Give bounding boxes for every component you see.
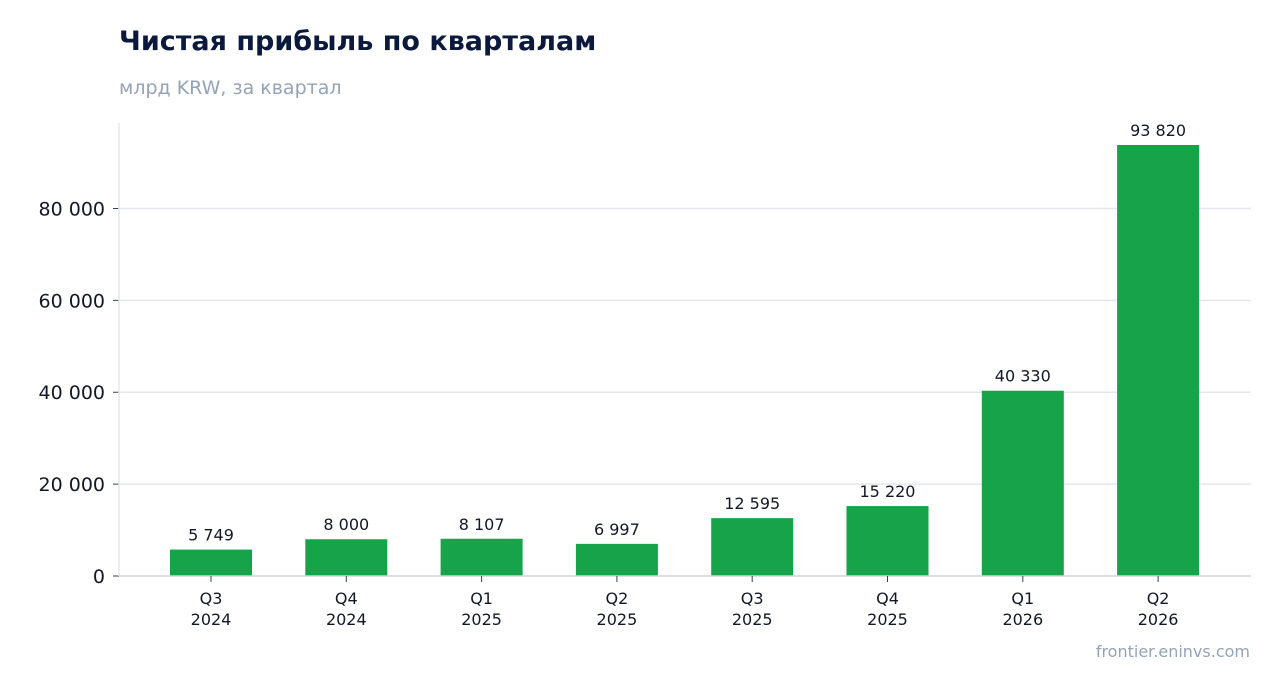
- source-credit[interactable]: frontier.eninvs.com: [1095, 642, 1250, 661]
- data-label: 6 997: [594, 520, 640, 539]
- y-tick-label: 80 000: [39, 198, 105, 220]
- data-label: 93 820: [1130, 121, 1186, 140]
- axes: [113, 123, 1251, 582]
- x-tick-label-year: 2025: [867, 610, 908, 629]
- x-tick-label-quarter: Q3: [200, 589, 223, 608]
- data-label: 8 107: [459, 515, 505, 534]
- data-label: 8 000: [323, 515, 369, 534]
- y-tick-label: 40 000: [39, 382, 105, 404]
- bar: [711, 518, 794, 576]
- bar: [981, 390, 1064, 576]
- data-label: 12 595: [724, 494, 780, 513]
- bar: [846, 506, 929, 576]
- x-tick-label-quarter: Q1: [470, 589, 493, 608]
- x-tick-label-year: 2026: [1002, 610, 1043, 629]
- data-label: 15 220: [860, 482, 916, 501]
- data-label: 5 749: [188, 526, 234, 545]
- bars: [170, 145, 1200, 576]
- x-tick-label-year: 2024: [326, 610, 367, 629]
- gridlines: [119, 207, 1251, 485]
- chart-title: Чистая прибыль по кварталам: [119, 26, 597, 57]
- chart-subtitle: млрд KRW, за квартал: [119, 77, 342, 99]
- x-tick-label-quarter: Q1: [1011, 589, 1034, 608]
- bar: [305, 539, 388, 576]
- bar: [440, 538, 523, 576]
- labels: 0 20 000 40 000 60 000 80 000 5 749 Q3 2024 8 00…: [39, 121, 1187, 629]
- data-label: 40 330: [995, 367, 1051, 386]
- x-tick-label-quarter: Q2: [606, 589, 629, 608]
- bar: [170, 549, 252, 576]
- x-tick-label-year: 2025: [461, 610, 502, 629]
- x-tick-label-quarter: Q2: [1147, 589, 1170, 608]
- bar: [575, 543, 658, 576]
- x-tick-label-quarter: Q4: [876, 589, 899, 608]
- y-tick-label: 0: [93, 566, 105, 588]
- x-tick-label-year: 2024: [191, 610, 232, 629]
- y-tick-label: 60 000: [39, 290, 105, 312]
- bar: [1117, 145, 1200, 576]
- y-tick-label: 20 000: [39, 474, 105, 496]
- x-tick-label-quarter: Q3: [741, 589, 764, 608]
- x-tick-label-year: 2026: [1138, 610, 1179, 629]
- x-tick-label-year: 2025: [597, 610, 638, 629]
- x-tick-label-quarter: Q4: [335, 589, 358, 608]
- x-tick-label-year: 2025: [732, 610, 773, 629]
